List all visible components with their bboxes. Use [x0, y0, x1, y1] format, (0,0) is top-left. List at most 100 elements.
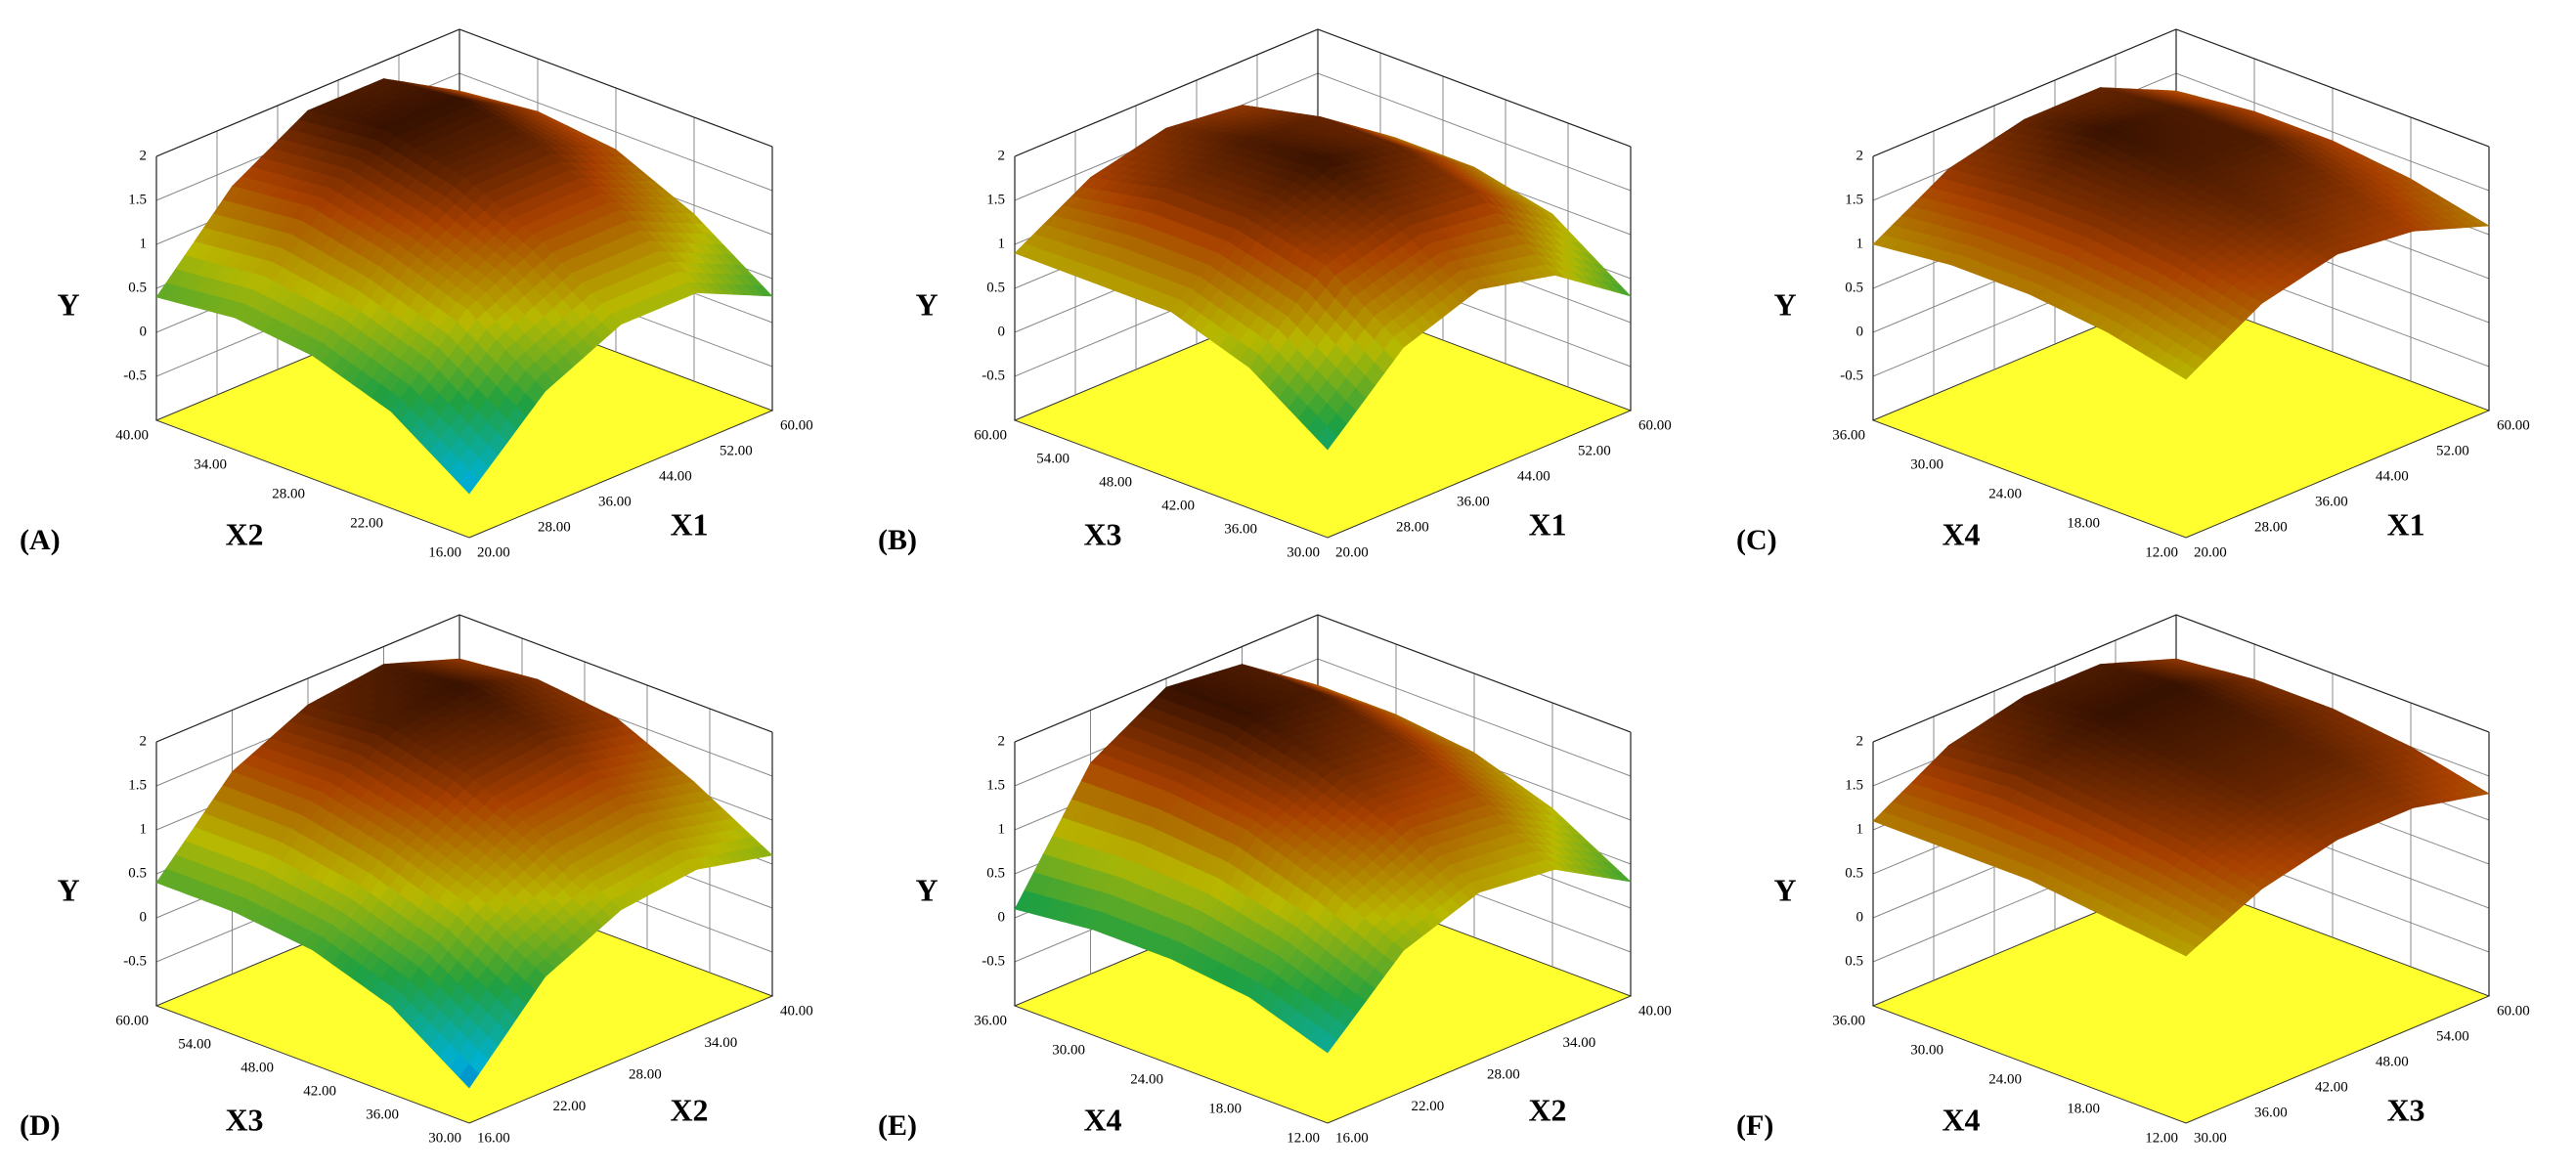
- z-axis-label: Y: [57, 872, 79, 907]
- z-tick-label: 1.5: [1845, 192, 1863, 207]
- z-tick-label: 0: [1856, 324, 1864, 339]
- x-tick-label: 60.00: [1638, 417, 1672, 433]
- panel-label: (B): [878, 524, 917, 556]
- panel: -0.500.511.5220.0028.0036.0044.0052.0060…: [878, 28, 1672, 560]
- x-tick-label: 20.00: [1335, 544, 1369, 560]
- z-tick-label: -0.5: [982, 953, 1005, 969]
- x-tick-label: 28.00: [1396, 519, 1429, 535]
- x-tick-label: 44.00: [1517, 468, 1550, 484]
- y-axis-label: X2: [225, 516, 263, 551]
- y-tick-label: 30.00: [1910, 456, 1943, 472]
- x-tick-label: 20.00: [2194, 544, 2227, 560]
- y-tick-label: 12.00: [1287, 1130, 1320, 1146]
- y-tick-label: 30.00: [1052, 1042, 1085, 1058]
- panel: -0.500.511.5220.0028.0036.0044.0052.0060…: [20, 28, 813, 560]
- y-tick-label: 16.00: [428, 544, 461, 560]
- x-tick-label: 20.00: [477, 544, 510, 560]
- z-tick-label: 1.5: [986, 777, 1005, 793]
- y-tick-label: 40.00: [115, 427, 149, 443]
- z-tick-label: 1.5: [128, 192, 147, 207]
- x-tick-label: 44.00: [659, 468, 692, 484]
- z-tick-label: 2: [998, 148, 1006, 163]
- panel: -0.5 0 0.5 1 1.5 2 16.00 22.00 28.00 34.00 40.00 30…: [20, 614, 813, 1146]
- z-tick-label: -0.5: [123, 368, 147, 383]
- y-tick-label: 42.00: [1161, 498, 1195, 513]
- z-tick-label: 1.5: [986, 192, 1005, 207]
- y-tick-label: 18.00: [2067, 515, 2100, 531]
- x-tick-label: 36.00: [2315, 494, 2348, 509]
- z-tick-label: 1: [1856, 236, 1864, 251]
- panel: -0.5 0 0.5 1 1.5 2 16.00 22.00 28.00 34.00 40.00 12…: [878, 614, 1672, 1146]
- x-tick-label: 28.00: [1487, 1066, 1520, 1082]
- z-tick-label: 0: [140, 324, 148, 339]
- x-tick-label: 16.00: [477, 1130, 510, 1146]
- z-axis-label: Y: [1773, 286, 1796, 322]
- y-tick-label: 36.00: [1832, 427, 1865, 443]
- y-tick-label: 28.00: [272, 486, 305, 501]
- z-tick-label: 0.5: [986, 280, 1005, 295]
- y-tick-label: 48.00: [1099, 474, 1132, 490]
- x-tick-label: 60.00: [780, 417, 813, 433]
- z-tick-label: 2: [998, 733, 1006, 749]
- x-tick-label: 16.00: [1335, 1130, 1369, 1146]
- y-tick-label: 30.00: [428, 1130, 461, 1146]
- x-tick-label: 22.00: [553, 1099, 587, 1114]
- x-axis-label: X1: [1528, 506, 1566, 542]
- z-tick-label: 1: [140, 821, 148, 837]
- y-tick-label: 48.00: [240, 1060, 274, 1075]
- z-tick-label: -0.5: [1840, 368, 1863, 383]
- y-axis-label: X3: [1083, 516, 1121, 551]
- y-tick-label: 42.00: [303, 1083, 336, 1099]
- y-tick-label: 54.00: [1036, 451, 1070, 466]
- z-tick-label: 2: [140, 733, 148, 749]
- z-tick-label: -0.5: [123, 953, 147, 969]
- y-axis-label: X4: [1942, 516, 1980, 551]
- z-tick-label: 2: [1856, 148, 1864, 163]
- y-tick-label: 36.00: [366, 1106, 399, 1122]
- z-tick-label: 0.5: [128, 865, 147, 881]
- x-tick-label: 28.00: [538, 519, 571, 535]
- x-axis-label: X2: [670, 1092, 708, 1127]
- x-tick-label: 40.00: [780, 1003, 813, 1019]
- y-tick-label: 18.00: [1208, 1101, 1242, 1116]
- x-tick-label: 52.00: [1578, 443, 1611, 458]
- x-tick-label: 52.00: [720, 443, 753, 458]
- x-tick-label: 28.00: [629, 1066, 662, 1082]
- x-tick-label: 34.00: [1563, 1035, 1596, 1051]
- z-axis-label: Y: [57, 286, 79, 322]
- y-tick-label: 24.00: [1130, 1071, 1163, 1087]
- z-tick-label: 0.5: [1845, 280, 1863, 295]
- z-tick-label: 1: [998, 821, 1006, 837]
- y-tick-label: 12.00: [2145, 544, 2178, 560]
- y-tick-label: 60.00: [115, 1013, 149, 1028]
- z-tick-label: 1: [998, 236, 1006, 251]
- x-tick-label: 36.00: [598, 494, 632, 509]
- x-tick-label: 60.00: [2497, 417, 2530, 433]
- panel: -0.500.511.5220.0028.0036.0044.0052.0060…: [1736, 28, 2530, 560]
- panel-label: (C): [1736, 524, 1777, 556]
- z-tick-label: 0: [998, 324, 1006, 339]
- x-tick-label: 44.00: [2376, 468, 2409, 484]
- x-tick-label: 34.00: [705, 1035, 738, 1051]
- x-tick-label: 40.00: [1638, 1003, 1672, 1019]
- x-axis-label: X1: [670, 506, 708, 542]
- x-tick-label: 36.00: [1457, 494, 1490, 509]
- y-tick-label: 22.00: [350, 515, 383, 531]
- z-tick-label: 0: [998, 909, 1006, 925]
- panel-label: (A): [20, 524, 61, 556]
- z-tick-label: 1.5: [128, 777, 147, 793]
- y-tick-label: 60.00: [974, 427, 1007, 443]
- box-edge: [155, 28, 773, 157]
- z-tick-label: 0: [140, 909, 148, 925]
- z-tick-label: 0.5: [986, 865, 1005, 881]
- x-tick-label: 22.00: [1412, 1099, 1445, 1114]
- x-axis-label: X1: [2386, 506, 2424, 542]
- y-tick-label: 24.00: [1988, 486, 2022, 501]
- z-tick-label: 2: [140, 148, 148, 163]
- y-tick-label: 36.00: [1224, 521, 1257, 537]
- y-tick-label: 34.00: [194, 456, 227, 472]
- panel-label: (D): [20, 1109, 61, 1142]
- z-tick-label: 1: [140, 236, 148, 251]
- z-axis-label: Y: [915, 286, 938, 322]
